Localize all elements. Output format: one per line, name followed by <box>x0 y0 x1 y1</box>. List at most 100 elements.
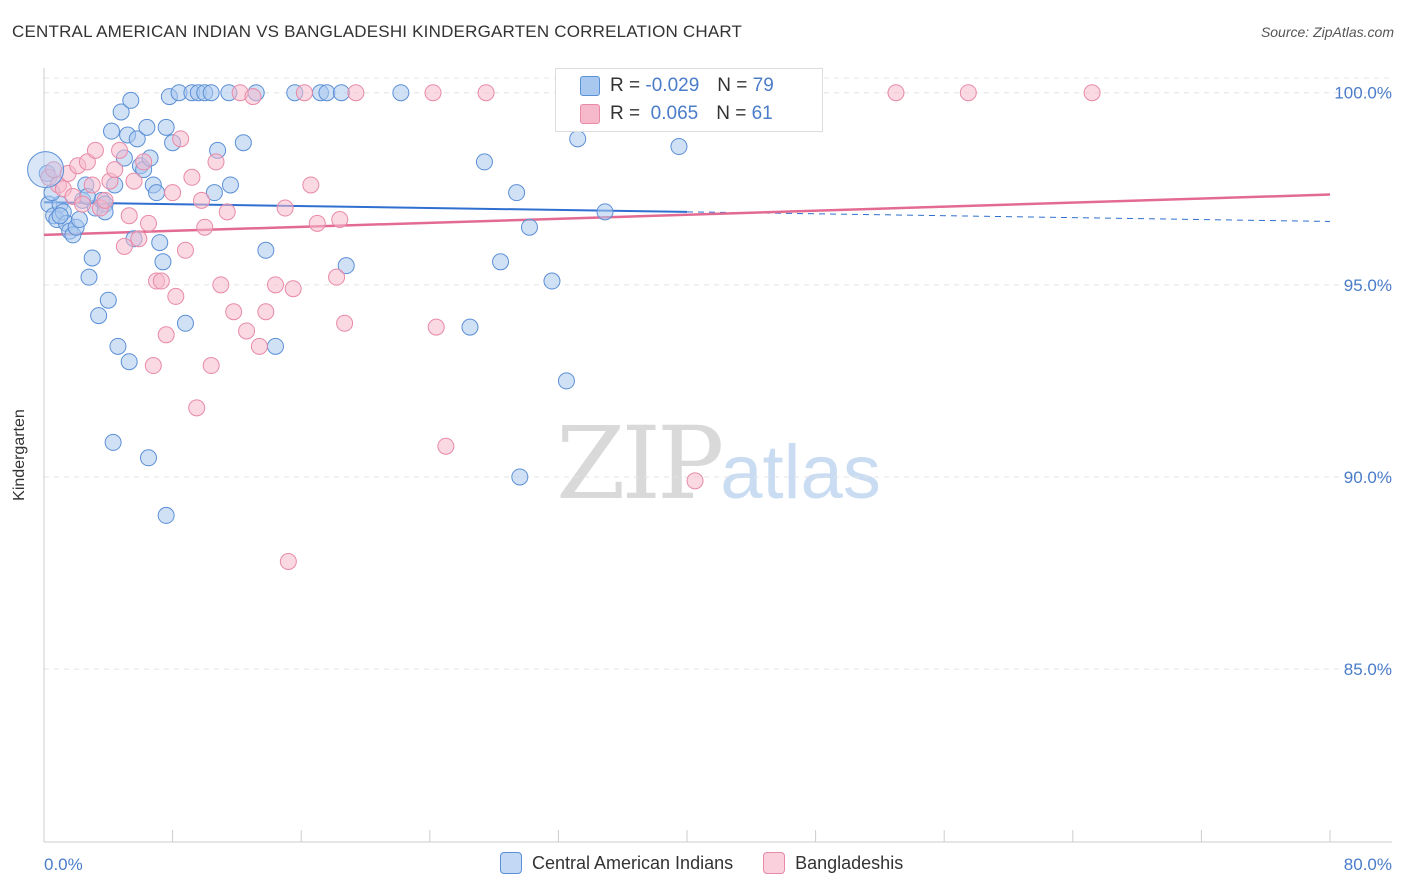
central-american-indian-point <box>122 91 140 109</box>
central-american-indian-point <box>392 84 410 102</box>
bangladeshi-point <box>125 172 143 190</box>
bangladeshi-point <box>106 161 124 179</box>
central-american-indian-point <box>51 207 69 225</box>
bangladeshi-point <box>266 276 284 294</box>
bangladeshi-point <box>78 153 96 171</box>
bangladeshi-point <box>427 318 445 336</box>
bangladeshi-point <box>157 326 175 344</box>
y-tick-label: 100.0% <box>1334 84 1392 103</box>
series-legend-label: Bangladeshis <box>795 852 904 873</box>
central-american-indian-point <box>27 151 65 189</box>
bangladeshi-point <box>188 399 206 417</box>
bangladeshi-point <box>477 84 495 102</box>
central-american-indian-point <box>128 130 146 148</box>
central-american-indian-point <box>103 122 121 140</box>
y-tick-label: 85.0% <box>1344 660 1392 679</box>
tick-labels: 100.0% 95.0% 90.0% 85.0% 0.0% 80.0% <box>44 84 1392 874</box>
blue-trend-extension <box>686 211 1331 222</box>
central-american-indian-point <box>83 249 101 267</box>
bangladeshi-point <box>144 357 162 375</box>
bangladeshi-point <box>887 84 905 102</box>
central-american-indian-point <box>70 211 88 229</box>
central-american-indian-point <box>596 203 614 221</box>
legend-n-value: 61 <box>751 103 773 124</box>
bangladeshi-point <box>284 280 302 298</box>
bangladeshi-point <box>279 553 297 571</box>
central-american-indian-point <box>508 184 526 202</box>
bangladeshi-point <box>212 276 230 294</box>
central-american-indian-point <box>154 253 172 271</box>
central-american-indian-point <box>138 118 156 136</box>
central-american-indian-point <box>202 84 220 102</box>
bangladeshi-point <box>172 130 190 148</box>
central-american-indian-point <box>109 337 127 355</box>
legend-r-value: -0.029 <box>645 75 700 96</box>
y-tick-label: 90.0% <box>1344 468 1392 487</box>
bangladeshi-point <box>152 272 170 290</box>
central-american-indian-point <box>511 468 529 486</box>
central-american-indian-point <box>543 272 561 290</box>
axes <box>43 68 1392 843</box>
bangladeshi-point <box>250 337 268 355</box>
gridlines <box>44 77 1392 670</box>
central-american-indian-point <box>221 176 239 194</box>
bangladeshi-point <box>167 287 185 305</box>
bangladeshi-point <box>74 195 92 213</box>
bangladeshi-point <box>959 84 977 102</box>
series-swatch-pink <box>763 852 786 874</box>
bangladeshi-point <box>218 203 236 221</box>
bangladeshi-point <box>164 184 182 202</box>
legend-r-value: 0.065 <box>645 103 699 124</box>
bangladeshi-point <box>244 88 262 106</box>
central-american-indian-point <box>257 241 275 259</box>
bangladeshi-point <box>176 241 194 259</box>
bangladeshi-point <box>225 303 243 321</box>
x-tick-label: 80.0% <box>1344 855 1392 874</box>
central-american-indian-point <box>234 134 252 152</box>
legend-swatch-pink <box>580 104 600 124</box>
series-swatch-blue <box>500 852 522 874</box>
legend-row-blue: R = -0.029 N = 79 <box>580 72 774 100</box>
central-american-indian-point <box>120 353 138 371</box>
central-american-indian-point <box>151 234 169 252</box>
series-legend-item-blue: Central American Indians <box>500 852 733 874</box>
x-tick-label: 0.0% <box>44 855 83 874</box>
central-american-indian-point <box>148 184 166 202</box>
watermark-atlas: atlas <box>720 430 881 515</box>
central-american-indian-point <box>176 314 194 332</box>
chart-source: Source: ZipAtlas.com <box>1260 24 1394 40</box>
central-american-indian-point <box>337 257 355 275</box>
central-american-indian-point <box>112 103 130 121</box>
bangladeshi-point <box>207 153 225 171</box>
bangladeshi-point <box>238 322 256 340</box>
bangladeshi-point <box>183 168 201 186</box>
watermark-zip: ZIP <box>556 405 724 522</box>
bangladeshi-point <box>302 176 320 194</box>
central-american-indian-point <box>90 307 108 325</box>
bangladeshi-point <box>437 437 455 455</box>
central-american-indian-point <box>332 84 350 102</box>
data-points <box>27 84 1101 571</box>
central-american-indian-point <box>318 84 336 102</box>
blue-trend-line <box>43 201 688 213</box>
central-american-indian-point <box>205 184 223 202</box>
legend-n-label: N = <box>717 75 748 96</box>
bangladeshi-point <box>202 357 220 375</box>
bangladeshi-point <box>196 218 214 236</box>
bangladeshi-point <box>686 472 704 490</box>
bangladeshi-point <box>308 214 326 232</box>
central-american-indian-point <box>157 118 175 136</box>
central-american-indian-point <box>99 291 117 309</box>
central-american-indian-point <box>80 268 98 286</box>
bangladeshi-point <box>83 176 101 194</box>
central-american-indian-point <box>557 372 575 390</box>
bangladeshi-point <box>424 84 442 102</box>
bangladeshi-point <box>130 230 148 248</box>
legend-n-value: 79 <box>752 75 774 96</box>
bangladeshi-point <box>257 303 275 321</box>
trend-lines <box>43 193 1331 237</box>
watermark: ZIPatlas <box>556 405 881 522</box>
bangladeshi-point <box>115 237 133 255</box>
bangladeshi-point <box>1083 84 1101 102</box>
